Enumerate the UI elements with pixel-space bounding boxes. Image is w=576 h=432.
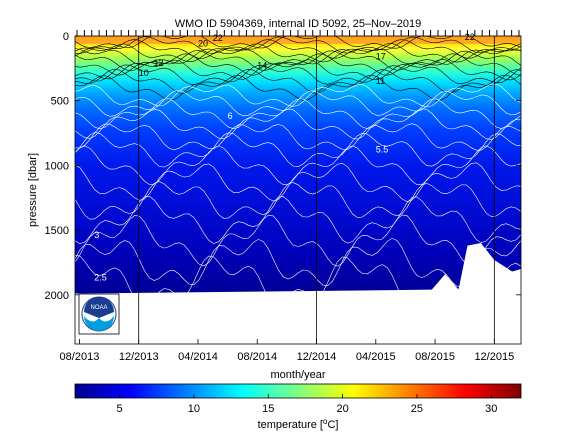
contour-label: 5.5	[376, 144, 389, 154]
isotherm-line	[75, 238, 521, 287]
colorbar-ticks: 5 10 15 20 25 30	[117, 394, 497, 415]
isotherm-line	[75, 68, 521, 94]
x-tick-label: 08/2013	[60, 351, 100, 363]
isotherm-line	[75, 58, 521, 81]
x-tick-label: 08/2015	[415, 351, 455, 363]
isotherm-line	[75, 108, 521, 140]
contour-label: 20	[198, 38, 208, 48]
isotherm-contours	[75, 36, 521, 309]
isotherm-line	[75, 195, 521, 245]
y-tick-label: 0	[63, 31, 69, 43]
isotherm-line	[75, 43, 521, 63]
year-markers	[138, 36, 495, 344]
y-axis-label: pressure [dbar]	[27, 153, 39, 227]
x-tick-label: 12/2013	[119, 351, 159, 363]
contour-label: 14	[257, 60, 267, 70]
x-axis-label: month/year	[270, 369, 325, 381]
isotherm-line	[75, 36, 521, 54]
x-tick-label: 04/2014	[178, 351, 218, 363]
isotherm-line	[75, 181, 521, 220]
y-axis: 0 500 1000 1500 2000	[45, 31, 521, 302]
x-tick-label: 12/2015	[474, 351, 514, 363]
isotherm-line	[75, 53, 521, 76]
isotherm-line	[75, 162, 521, 202]
isotherm-line	[75, 123, 521, 151]
colorbar-tick-label: 15	[262, 403, 274, 415]
y-tick-label: 500	[51, 96, 69, 108]
contour-label: 2.5	[94, 273, 107, 283]
x-axis: 08/2013 12/2013 04/2014 08/2014 12/2014 04/20…	[60, 30, 520, 363]
isotherm-line	[75, 132, 521, 168]
isotherm-line	[75, 74, 521, 101]
temperature-field	[75, 36, 521, 294]
degree-sup: o	[323, 417, 328, 426]
colorbar-tick-label: 10	[188, 403, 200, 415]
colorbar-tick-label: 20	[336, 403, 348, 415]
isotherm-line	[75, 214, 521, 267]
contour-labels: 22 20 12 10 14 17 11 6 5.5 3 2.5 22	[94, 32, 474, 283]
y-tick-label: 2000	[45, 290, 69, 302]
field-fill	[75, 36, 521, 294]
contour-label: 10	[139, 68, 149, 78]
x-tick-label: 12/2014	[297, 351, 337, 363]
contour-label: 6	[228, 111, 233, 121]
y-tick-label: 1000	[45, 160, 69, 172]
x-tick-label: 04/2015	[356, 351, 396, 363]
noaa-logo-text: NOAA	[90, 305, 107, 311]
colorbar-tick-label: 25	[411, 403, 423, 415]
surface-warm-band	[75, 36, 521, 44]
isotherm-line	[75, 39, 521, 59]
isotherm-line	[75, 36, 521, 49]
contour-label: 22	[465, 32, 475, 42]
x-tick-label: 08/2014	[237, 351, 277, 363]
isotherm-line	[75, 64, 521, 86]
isotherm-line	[75, 83, 521, 108]
colorbar-gradient	[74, 383, 522, 399]
y-tick-label: 1500	[45, 225, 69, 237]
colorbar: 5 10 15 20 25 30 temperature [oC]	[74, 383, 522, 431]
contour-label: 11	[376, 76, 385, 86]
noaa-logo: NOAA	[78, 293, 120, 335]
chart-title: WMO ID 5904369, internal ID 5092, 25–Nov…	[175, 18, 421, 30]
contour-label: 22	[213, 33, 223, 43]
colorbar-tick-label: 5	[117, 403, 123, 415]
colorbar-tick-label: 30	[485, 403, 497, 415]
colorbar-label: temperature [oC]	[258, 417, 339, 431]
isotherm-line	[75, 254, 521, 309]
contour-label: 17	[376, 51, 386, 61]
isotherm-line	[75, 90, 521, 117]
contour-label: 12	[154, 58, 164, 68]
contour-label: 3	[94, 230, 99, 240]
